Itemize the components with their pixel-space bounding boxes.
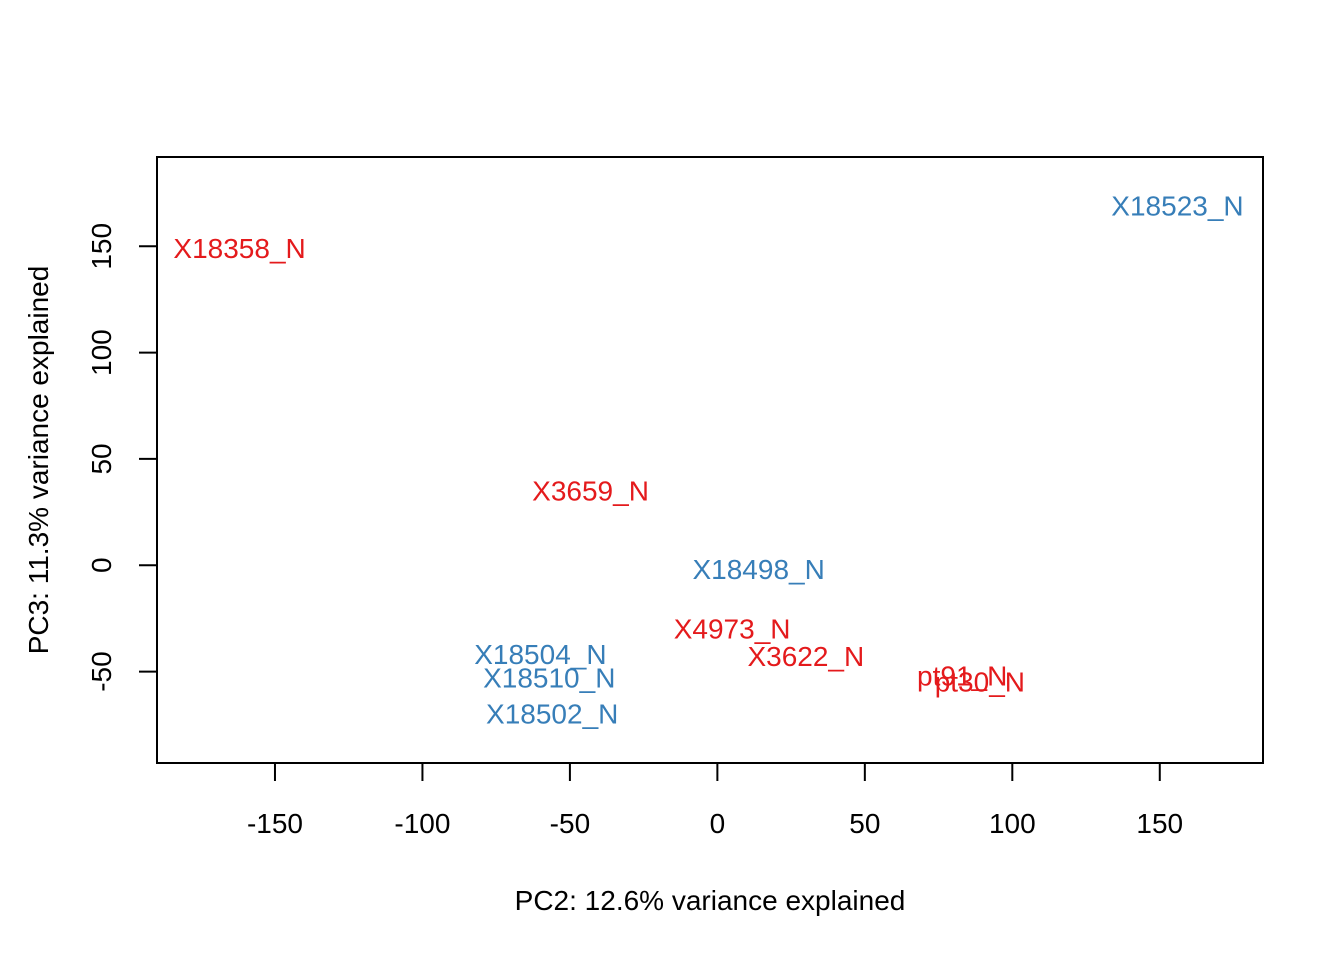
y-tick-label: 100 bbox=[86, 329, 117, 376]
point-label: pt30_N bbox=[935, 667, 1025, 698]
y-tick-label: 50 bbox=[86, 443, 117, 474]
x-tick-label: 0 bbox=[710, 808, 726, 839]
point-label: X18498_N bbox=[692, 554, 824, 585]
x-tick-label: -50 bbox=[550, 808, 590, 839]
point-label: X18504_N bbox=[474, 639, 606, 670]
point-label: X18502_N bbox=[486, 699, 618, 730]
point-label: X4973_N bbox=[674, 614, 791, 645]
point-label: X18523_N bbox=[1111, 190, 1243, 221]
point-label: pt91_N bbox=[917, 660, 1007, 691]
x-tick-label: -150 bbox=[247, 808, 303, 839]
point-labels: X18358_N X18523_N X3659_N X18498_N X4973_NX3… bbox=[173, 190, 1243, 729]
x-tick-label: 150 bbox=[1136, 808, 1183, 839]
x-tick-label: 50 bbox=[849, 808, 880, 839]
y-tick-label: 150 bbox=[86, 223, 117, 270]
y-axis-title: PC3: 11.3% variance explained bbox=[23, 266, 54, 655]
x-axis-title: PC2: 12.6% variance explained bbox=[515, 885, 906, 916]
point-label: X3659_N bbox=[532, 475, 649, 506]
x-tick-label: 100 bbox=[989, 808, 1036, 839]
y-axis: -50 0 50 100 150 bbox=[86, 223, 158, 692]
y-tick-label: -50 bbox=[86, 651, 117, 691]
x-tick-label: -100 bbox=[394, 808, 450, 839]
plot-frame bbox=[156, 156, 1264, 764]
x-axis: -150 -100 -50 0 50 100 150 bbox=[247, 762, 1183, 839]
point-label: X18510_N bbox=[483, 662, 615, 693]
point-label: X3622_N bbox=[747, 641, 864, 672]
y-tick-label: 0 bbox=[86, 557, 117, 573]
point-label: X18358_N bbox=[173, 233, 305, 264]
